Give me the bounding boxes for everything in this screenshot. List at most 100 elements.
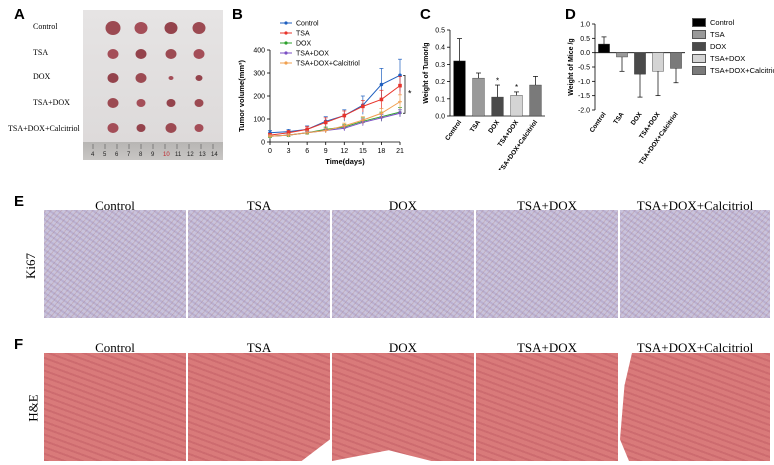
legend-swatch [692,41,706,51]
legend-marker [284,31,288,35]
legend-item-tsa-dox: TSA+DOX [692,52,774,64]
ruler-tick-label: 4 [91,152,95,158]
bar [634,52,646,75]
tumor-volume-chart: 0 100 200 300 400 0 3 6 9 12 15 18 21 Time(days) Tumor… [237,21,412,167]
bar [670,52,682,69]
ki67-stain-image [188,210,330,318]
legend-item-calcitriol: TSA+DOX+Calcitriol [692,64,774,76]
ki67-column-label-tsa-dox: TSA+DOX [516,198,578,213]
x-tick-label: 15 [359,148,367,155]
data-point [398,111,402,116]
y-tick-label: -2.0 [578,108,590,115]
y-tick-label: 0.0 [580,50,590,57]
ruler-tick-label: 6 [115,152,119,158]
category-label: DOX [487,119,501,135]
y-tick-label: 400 [253,48,265,55]
y-tick-label: 0.5 [435,28,445,35]
legend-label: TSA+DOX+Calcitriol [296,61,360,68]
x-tick-label: 18 [378,148,386,155]
legend-marker [284,61,288,65]
y-tick-label: 200 [253,94,265,101]
legend-swatch [692,53,706,63]
category-label: Control [444,119,463,142]
he-column-label-control: Control [95,340,135,355]
data-point [379,97,384,102]
he-column-label-dox: DOX [388,340,418,355]
tumor-sample [168,76,174,80]
he-stain-image [44,353,186,461]
bar [510,95,523,117]
category-label: TSA [469,119,482,134]
he-column-label-tsa: TSA [246,340,272,355]
bar [616,52,628,58]
tumor-sample [166,99,176,107]
tumor-sample [165,123,177,133]
ruler-tick-label: 9 [151,152,155,158]
legend-swatch [692,29,706,39]
bar [652,52,664,72]
he-stain-image [188,353,330,461]
legend-label: TSA+DOX+Calcitriol [710,65,774,75]
ki67-stain-image [332,210,474,318]
x-tick-label: 0 [268,148,272,155]
data-point [286,131,291,135]
tumor-sample [136,99,146,107]
y-tick-label: 0.0 [435,114,445,121]
data-point [342,113,347,118]
x-tick-label: 6 [305,148,309,155]
he-column-label-tsa-dox: TSA+DOX [516,340,578,355]
legend-swatch [692,65,706,75]
mice-weight-chart: 1.0 0.5 0.0 -0.5 -1.0 -1.5 -2.0 Weight of Mice … [568,22,685,166]
tumor-photo: 4 5 6 7 8 9 10 11 12 13 14 [83,10,223,160]
significance-star: * [408,89,412,99]
data-point [361,104,365,109]
he-column-label-calcitriol: TSA+DOX+Calcitriol [636,340,754,355]
ruler-tick-label: 5 [103,152,107,158]
panel-f-letter: F [14,336,24,353]
series-line [269,85,401,136]
data-point [379,82,384,87]
tumor-sample [134,22,148,34]
tumor-group-label-control: Control [33,22,58,31]
legend-label: Control [296,21,319,28]
ruler-tick-label: 11 [175,152,182,158]
bar [598,43,610,53]
significance-star: * [515,83,518,92]
tumor-sample [165,49,177,59]
y-tick-label: 100 [253,117,265,124]
legend-label: DOX [710,41,727,51]
category-label: Control [589,111,608,134]
y-tick-label: 0.5 [580,36,590,43]
y-axis-title: Tumor volume(mm³) [237,60,246,132]
x-tick-label: 12 [340,148,348,155]
tumor-group-label-dox: DOX [33,72,51,81]
significance-star: * [496,76,499,85]
y-axis-title: Weight of Mice /g [568,38,575,95]
legend-marker [284,41,288,45]
ki67-stain-image [44,210,186,318]
panel-e-letter: E [14,193,25,210]
panel-b-letter: B [232,6,243,23]
bar [453,60,466,117]
bar [472,77,485,117]
mice-weight-legend: Control TSA DOX TSA+DOX TSA+DOX+Calcitri… [692,16,774,76]
legend-item-dox: DOX [692,40,774,52]
y-tick-label: -1.0 [578,79,590,86]
tumor-sample [135,73,147,83]
y-tick-label: -0.5 [578,65,590,72]
legend-marker [284,21,288,25]
significance-bracket [403,74,406,114]
tumor-group-label-tsa: TSA [33,48,49,57]
legend-label: Control [710,17,735,27]
y-tick-label: -1.5 [578,93,590,100]
tumor-sample [105,21,121,35]
x-tick-label: 9 [324,148,328,155]
ruler-tick-label: 8 [139,152,143,158]
ruler-tick-label: 14 [211,152,218,158]
panel-c-letter: C [420,6,431,23]
data-point [305,127,309,132]
data-point [379,116,384,121]
bar [491,96,504,117]
y-tick-label: 0.3 [435,62,445,69]
tumor-sample [107,49,119,59]
